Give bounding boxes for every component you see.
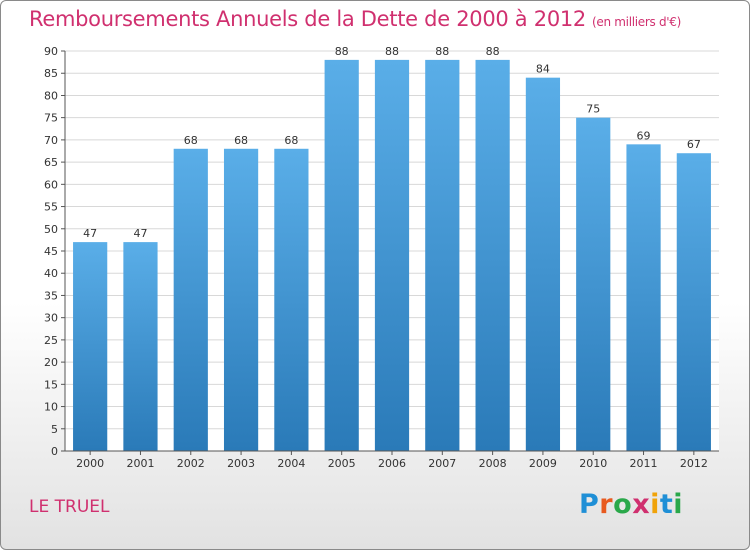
y-tick-label: 25 <box>44 334 58 347</box>
y-tick-label: 90 <box>44 45 58 58</box>
x-tick-label: 2009 <box>529 457 557 470</box>
place-name: LE TRUEL <box>29 497 110 517</box>
bar-value-label: 47 <box>83 227 97 240</box>
x-tick-label: 2007 <box>428 457 456 470</box>
bar-value-label: 88 <box>385 45 399 58</box>
bar <box>223 148 259 451</box>
bar-value-label: 69 <box>637 129 651 142</box>
y-tick-label: 40 <box>44 267 58 280</box>
y-tick-label: 85 <box>44 67 58 80</box>
y-tick-label: 75 <box>44 112 58 125</box>
bar <box>173 148 208 451</box>
x-tick-label: 2001 <box>126 457 154 470</box>
bar <box>73 242 108 451</box>
y-tick-label: 70 <box>44 134 58 147</box>
chart-unit: (en milliers d'€) <box>592 15 682 29</box>
y-tick-label: 65 <box>44 156 58 169</box>
x-tick-label: 2006 <box>378 457 406 470</box>
bar <box>374 59 410 452</box>
bar-value-label: 84 <box>536 63 550 76</box>
bar-value-label: 47 <box>133 227 147 240</box>
x-tick-label: 2000 <box>76 457 104 470</box>
bar-value-label: 88 <box>335 45 349 58</box>
y-tick-label: 0 <box>51 445 58 458</box>
chart-title: Remboursements Annuels de la Dette de 20… <box>29 7 681 31</box>
logo-letter: i <box>650 489 660 520</box>
logo-letter: r <box>599 489 614 520</box>
x-tick-label: 2002 <box>177 457 205 470</box>
bar-value-label: 68 <box>234 134 248 147</box>
bar <box>274 148 309 451</box>
bars: 47 47 68 68 68 88 88 88 88 84 75 69 67 <box>73 45 711 452</box>
bar-value-label: 68 <box>284 134 298 147</box>
y-tick-label: 30 <box>44 312 58 325</box>
x-tick-label: 2003 <box>227 457 255 470</box>
y-tick-label: 10 <box>44 401 58 414</box>
y-tick-label: 5 <box>51 423 58 436</box>
bar-value-label: 75 <box>586 103 600 116</box>
y-tick-label: 55 <box>44 201 58 214</box>
bar <box>676 153 711 451</box>
y-tick-label: 15 <box>44 378 58 391</box>
bar <box>626 144 661 452</box>
bar-value-label: 67 <box>687 138 701 151</box>
bar <box>576 117 611 452</box>
x-tick-label: 2012 <box>680 457 708 470</box>
y-tick-label: 45 <box>44 245 58 258</box>
x-tick-label: 2008 <box>479 457 507 470</box>
y-tick-label: 20 <box>44 356 58 369</box>
bar-value-label: 88 <box>435 45 449 58</box>
x-tick-label: 2005 <box>328 457 356 470</box>
bar <box>324 59 359 452</box>
logo-letter: o <box>613 489 633 520</box>
bar <box>475 59 510 452</box>
bar <box>425 59 460 452</box>
x-tick-label: 2010 <box>579 457 607 470</box>
logo-letter: t <box>659 489 674 520</box>
x-tick-label: 2011 <box>630 457 658 470</box>
y-tick-label: 80 <box>44 89 58 102</box>
proxiti-logo[interactable]: Proxiti <box>579 489 683 520</box>
logo-letter: i <box>673 489 684 520</box>
x-axis: 2000 2001 2002 2003 2004 2005 2006 2007 2008 2009… <box>65 450 719 470</box>
logo-letter: x <box>632 489 651 520</box>
y-tick-label: 50 <box>44 223 58 236</box>
bar <box>525 77 561 452</box>
y-tick-label: 60 <box>44 178 58 191</box>
x-tick-label: 2004 <box>277 457 305 470</box>
logo-letter: P <box>579 489 600 520</box>
y-axis: 0 5 10 15 20 25 30 35 40 45 50 55 60 65 70 75 80 85 90 <box>44 45 66 458</box>
bar-value-label: 68 <box>184 134 198 147</box>
y-tick-label: 35 <box>44 289 58 302</box>
bar-value-label: 88 <box>486 45 500 58</box>
chart-title-text: Remboursements Annuels de la Dette de 20… <box>29 7 586 31</box>
bar <box>123 242 158 451</box>
